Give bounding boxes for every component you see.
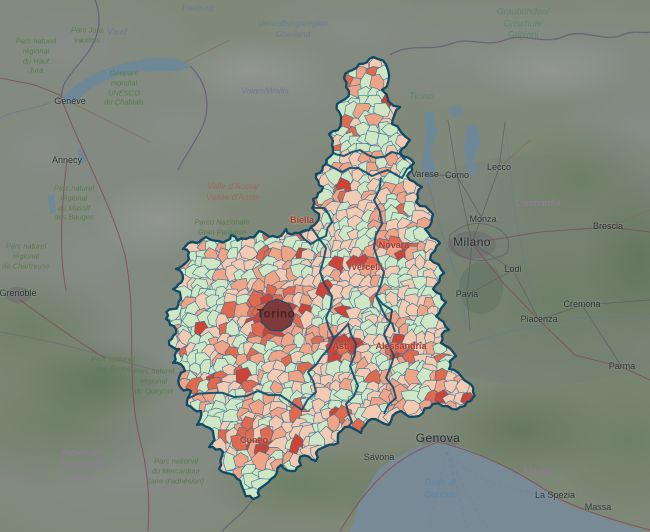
municipality-cell[interactable] [443,379,459,394]
municipality-cell[interactable] [363,368,382,386]
municipality-cell[interactable] [402,399,422,416]
region-border [164,55,476,501]
lake-maggiore [421,111,438,186]
province-border [325,162,415,179]
lake-geneva [62,57,190,106]
torino-municipality[interactable] [260,298,295,332]
lake-como [464,124,481,176]
rivers [0,96,650,346]
municipalities[interactable] [165,56,476,503]
province-border [301,226,335,411]
ferry-lines [427,451,650,532]
municipality-cell[interactable] [395,342,409,355]
province-border [373,177,396,333]
water-layer [0,57,650,532]
lake-bourget [48,194,56,214]
lake-lugano [448,104,464,118]
province-border [186,390,303,411]
roads-layer [0,39,650,532]
province-border [375,295,397,415]
grenoble-urban-area [5,287,31,303]
sea-gulf-of-genoa [350,441,650,532]
province-border [328,149,406,161]
province-border [333,323,359,437]
